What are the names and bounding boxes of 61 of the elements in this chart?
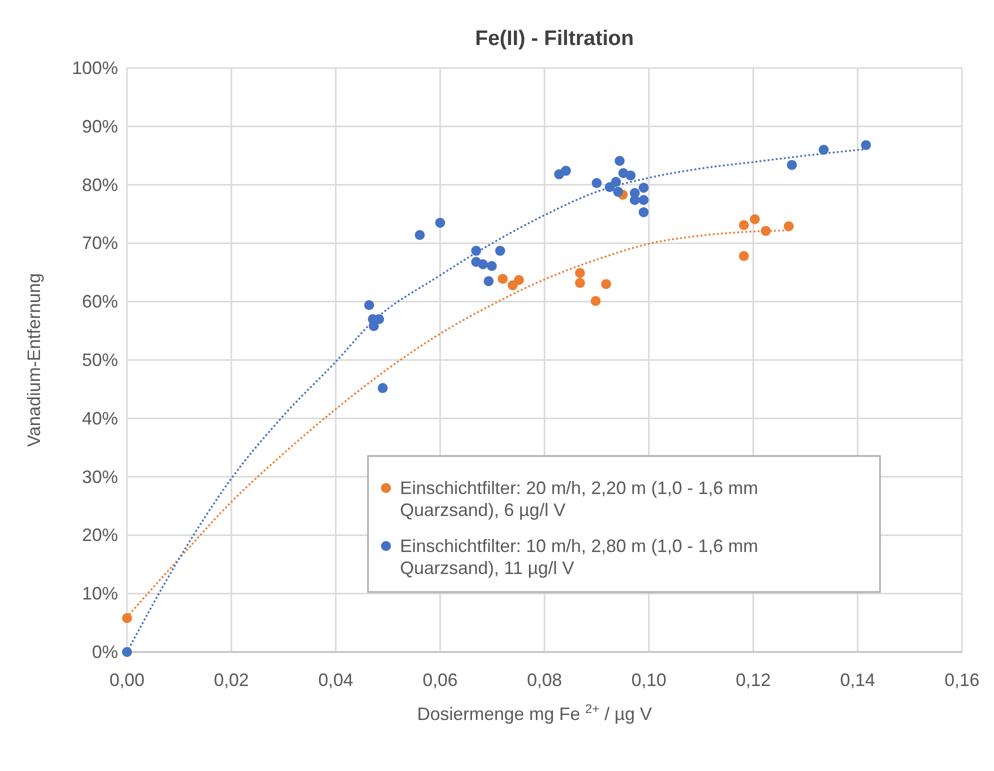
y-tick-label: 60% [82,292,118,312]
y-tick-label: 90% [82,116,118,136]
point [495,246,506,256]
point [574,268,585,278]
point [738,220,749,230]
y-tick-label: 30% [82,466,118,487]
point [786,160,797,170]
x-tick-label: 0,10 [631,670,666,690]
point [498,274,508,284]
point [122,647,132,657]
chart-title: Fe(II) - Filtration [475,27,634,50]
point [364,300,374,310]
point [122,613,132,624]
point [760,226,771,236]
x-tick-label: 0,12 [736,670,771,690]
x-tick-label: 0,02 [214,670,249,690]
point [414,230,425,240]
point [750,214,760,224]
point [638,182,649,193]
x-tick-label: 0,06 [422,670,458,690]
y-tick-label: 20% [82,525,118,546]
legend-label: Einschichtfilter: 10 m/h, 2,80 m (1,0 - 1,6 mm Quarzsand), 11 µg/l V [400,536,758,578]
point [590,296,601,306]
point [574,278,585,288]
point [514,274,524,285]
point [560,166,571,176]
point [378,383,388,394]
point [614,156,625,166]
x-tick-label: 0,14 [840,670,876,690]
point [374,314,384,324]
point [601,279,612,290]
point [626,170,636,180]
point [592,178,602,188]
y-tick-label: 40% [82,408,118,428]
point [486,260,497,271]
y-tick-label: 100% [72,58,118,78]
point [630,188,640,198]
point [484,276,494,286]
y-tick-label: 80% [82,174,118,195]
point [435,218,446,228]
y-tick-label: 10% [82,584,118,604]
point [638,207,649,218]
y-axis-title: Vanadium-Entfernung [24,273,44,447]
point [638,194,649,205]
x-tick-label: 0,04 [318,670,354,690]
point [738,251,749,262]
legend-label: Einschichtfilter: 20 m/h, 2,20 m (1,0 - 1,6 mm Quarzsand), 6 µg/l V [400,478,758,520]
y-tick-label: 50% [82,350,118,370]
point [818,144,829,155]
point [610,176,621,187]
x-tick-label: 0,00 [109,670,145,690]
point [478,259,488,270]
y-tick-label: 0% [92,642,118,662]
y-tick-label: 70% [82,233,118,254]
point [860,140,871,150]
point [471,246,482,256]
point [613,186,624,197]
x-tick-label: 0,08 [526,670,562,690]
x-tick-label: 0,16 [944,670,980,690]
x-axis-title: Dosiermenge mg Fe $^{2+}$ / µg V [417,702,652,724]
point [784,221,794,232]
